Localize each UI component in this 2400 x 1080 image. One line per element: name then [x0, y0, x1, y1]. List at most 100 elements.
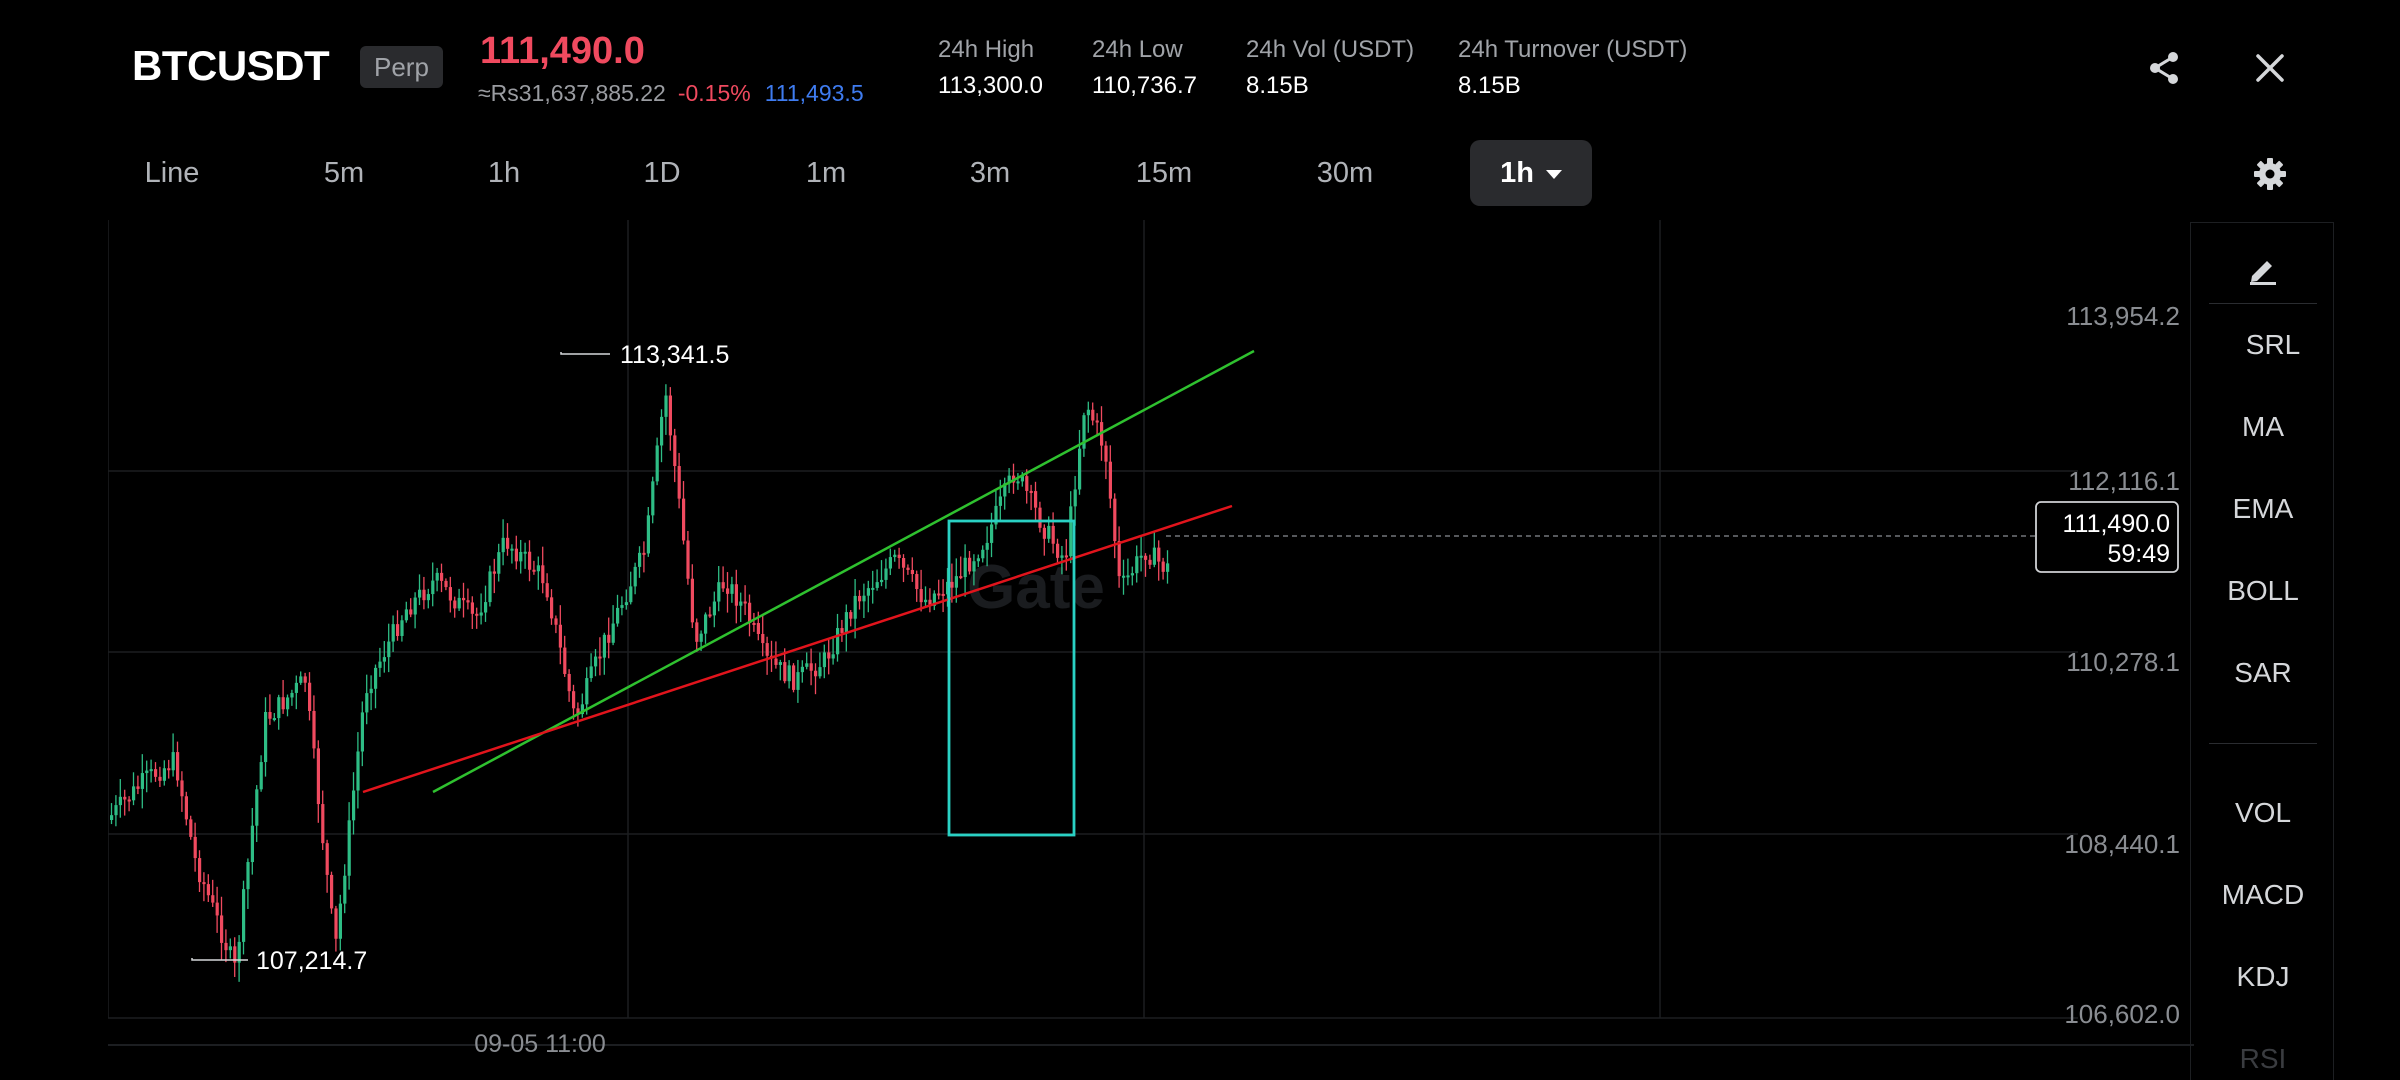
tab-30m[interactable]: 30m: [1316, 157, 1374, 189]
candle-body: [910, 569, 914, 575]
indicator-ema[interactable]: EMA: [2232, 493, 2294, 524]
tab-interval-dropdown[interactable]: 1h: [1470, 140, 1592, 206]
candle-body: [422, 589, 426, 601]
indicator-rsi[interactable]: RSI: [2239, 1043, 2287, 1074]
stat-24h-vol: 24h Vol (USDT) 8.15B: [1246, 36, 1414, 100]
candle-body: [1056, 543, 1060, 558]
stat-value: 8.15B: [1246, 72, 1309, 99]
close-button[interactable]: [2242, 40, 2298, 96]
indicator-ma[interactable]: MA: [2242, 411, 2284, 442]
candle-body: [1025, 476, 1029, 491]
candle-body: [488, 571, 492, 603]
candle-body: [290, 692, 294, 698]
tab-1h[interactable]: 1h: [487, 157, 521, 189]
candle-body: [330, 874, 334, 909]
candle-body: [1078, 448, 1082, 490]
candle-body: [1073, 489, 1077, 507]
candle-body: [158, 776, 162, 781]
candle-body: [286, 697, 290, 710]
symbol-title[interactable]: BTCUSDT: [132, 42, 330, 89]
candle-body: [937, 593, 941, 596]
candle-body: [211, 895, 215, 903]
candle-body: [976, 558, 980, 562]
candle-body: [712, 601, 716, 616]
tab-5m[interactable]: 5m: [323, 157, 365, 189]
candle-body: [972, 561, 976, 572]
candle-body: [985, 542, 989, 550]
candle-body: [453, 600, 457, 609]
indicator-kdj[interactable]: KDJ: [2236, 961, 2290, 992]
candle-body: [308, 682, 312, 711]
chevron-down-icon: [1545, 169, 1562, 179]
candle-body: [739, 601, 743, 606]
candle-body: [783, 662, 787, 682]
candle-body: [338, 903, 342, 939]
indicator-sar[interactable]: SAR: [2234, 657, 2292, 688]
candle-body: [594, 656, 598, 667]
tab-1m[interactable]: 1m: [805, 157, 847, 189]
candle-body: [321, 804, 325, 844]
gear-icon: [2254, 158, 2286, 190]
candle-body: [554, 618, 558, 625]
candle-body: [897, 554, 901, 559]
price-subline: ≈Rs31,637,885.22 -0.15% 111,493.5: [478, 80, 864, 107]
candle-body: [532, 569, 536, 572]
trendline-red[interactable]: [362, 504, 1233, 794]
candle-body: [906, 567, 910, 570]
candle-body: [673, 435, 677, 467]
price-axis-label: 106,602.0: [2064, 999, 2180, 1029]
candle-body: [374, 667, 378, 689]
share-button[interactable]: [2136, 40, 2192, 96]
candle-body: [721, 582, 725, 589]
candle-body: [1042, 527, 1046, 539]
indicator-macd[interactable]: MACD: [2221, 879, 2305, 910]
tab-15m[interactable]: 15m: [1135, 157, 1193, 189]
candle-body: [514, 548, 518, 562]
tab-3m[interactable]: 3m: [969, 157, 1011, 189]
candle-body: [928, 599, 932, 606]
candle-body: [237, 941, 241, 963]
candle-body: [677, 466, 681, 499]
candle-body: [127, 799, 131, 802]
candle-body: [426, 594, 430, 601]
candle-body: [378, 661, 382, 668]
candle-body: [343, 875, 347, 904]
candle-body: [136, 786, 140, 789]
pencil-icon: [2250, 261, 2276, 285]
close-icon: [2256, 54, 2284, 82]
candle-body: [228, 946, 232, 951]
candle-body: [686, 540, 690, 579]
candle-body: [264, 711, 268, 763]
settings-button[interactable]: [2242, 146, 2298, 202]
rectangle-drawing[interactable]: [947, 519, 1076, 837]
trendline-green[interactable]: [432, 349, 1255, 794]
candle-body: [734, 584, 738, 606]
candle-body: [633, 566, 637, 587]
candle-body: [519, 551, 523, 562]
low-price-label: 107,214.7: [256, 947, 367, 975]
draw-tool-button[interactable]: [2235, 241, 2291, 297]
candle-body: [946, 581, 950, 595]
candle-body: [440, 572, 444, 581]
stat-value: 110,736.7: [1092, 72, 1197, 99]
tab-line[interactable]: Line: [144, 157, 200, 189]
candlestick-chart[interactable]: Gate 113,954.2 112,116.1 110,278.1 108,440.…: [108, 220, 2194, 1066]
indicator-srl[interactable]: SRL: [2245, 329, 2301, 360]
candle-body: [664, 395, 668, 417]
candle-body: [506, 537, 510, 549]
indicator-vol[interactable]: VOL: [2234, 797, 2292, 828]
candle-body: [800, 666, 804, 673]
candle-body: [840, 628, 844, 633]
chart-canvas[interactable]: Gate 113,954.2 112,116.1 110,278.1 108,440.…: [108, 220, 2194, 1066]
tab-1d[interactable]: 1D: [643, 157, 681, 189]
candle-body: [347, 820, 351, 876]
current-price-value: 111,490.0: [2062, 510, 2170, 538]
candle-body: [950, 581, 954, 588]
low-callout-line: [191, 958, 248, 961]
indicator-boll[interactable]: BOLL: [2227, 575, 2299, 606]
candle-body: [462, 597, 466, 601]
candle-body: [277, 697, 281, 719]
candle-body: [954, 576, 958, 588]
candle-body: [1091, 409, 1095, 421]
panel-divider: [2209, 303, 2317, 304]
